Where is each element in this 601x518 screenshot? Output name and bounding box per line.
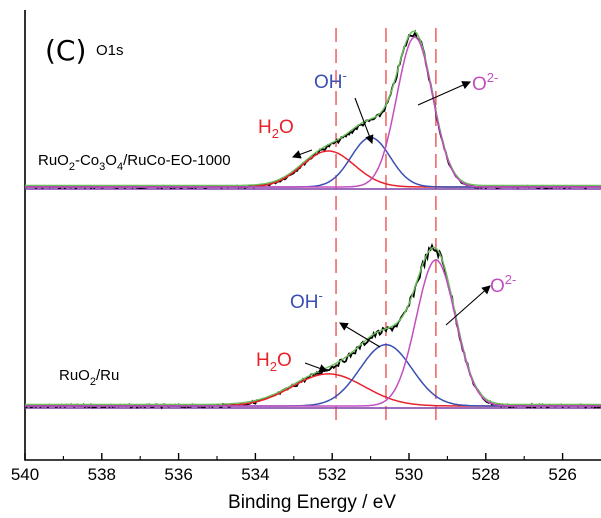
oh-arrow-top xyxy=(354,97,374,145)
panel-label: (C) xyxy=(45,34,86,67)
oh-arrow-bottom xyxy=(339,322,381,348)
x-tick-label-526: 526 xyxy=(548,465,576,484)
spectrum-1 xyxy=(24,242,601,410)
x-tick-label-534: 534 xyxy=(241,465,269,484)
x-tick-label-538: 538 xyxy=(88,465,116,484)
envelope-fit-1 xyxy=(25,246,601,406)
h2o-label-bottom: H2O xyxy=(256,350,292,374)
x-tick-label-532: 532 xyxy=(318,465,346,484)
core-level-label: O1s xyxy=(96,42,124,59)
x-axis: 540 538 536 534 532 530 528 526 xyxy=(11,453,577,484)
component-o2-1 xyxy=(25,259,601,407)
axes-frame xyxy=(24,10,601,461)
h2o-arrow-bottom xyxy=(304,362,329,373)
x-tick-label-528: 528 xyxy=(472,465,500,484)
plot-frame xyxy=(24,10,601,461)
x-tick-label-530: 530 xyxy=(395,465,423,484)
o2-arrow-top xyxy=(417,81,472,106)
o2-label-bottom: O2- xyxy=(490,272,516,297)
envelope-fit-0 xyxy=(25,30,601,187)
o2-label-top: O2- xyxy=(472,70,498,95)
spectra-layer xyxy=(24,29,601,410)
x-tick-label-536: 536 xyxy=(164,465,192,484)
oh-label-bottom: OH- xyxy=(290,288,323,313)
sample-label-top: RuO2-Co3O4/RuCo-EO-1000 xyxy=(38,152,231,173)
o2-arrow-bottom xyxy=(445,285,491,326)
component-o2-0 xyxy=(25,36,601,188)
sample-label-bottom: RuO2/Ru xyxy=(59,367,119,388)
x-tick-label-540: 540 xyxy=(11,465,39,484)
x-axis-title: Binding Energy / eV xyxy=(228,492,396,513)
h2o-arrow-top xyxy=(291,149,313,159)
spectrum-0 xyxy=(24,29,601,190)
reference-lines xyxy=(335,28,437,422)
oh-label-top: OH- xyxy=(314,68,347,93)
h2o-label-top: H2O xyxy=(258,117,294,141)
annotations xyxy=(291,81,491,373)
